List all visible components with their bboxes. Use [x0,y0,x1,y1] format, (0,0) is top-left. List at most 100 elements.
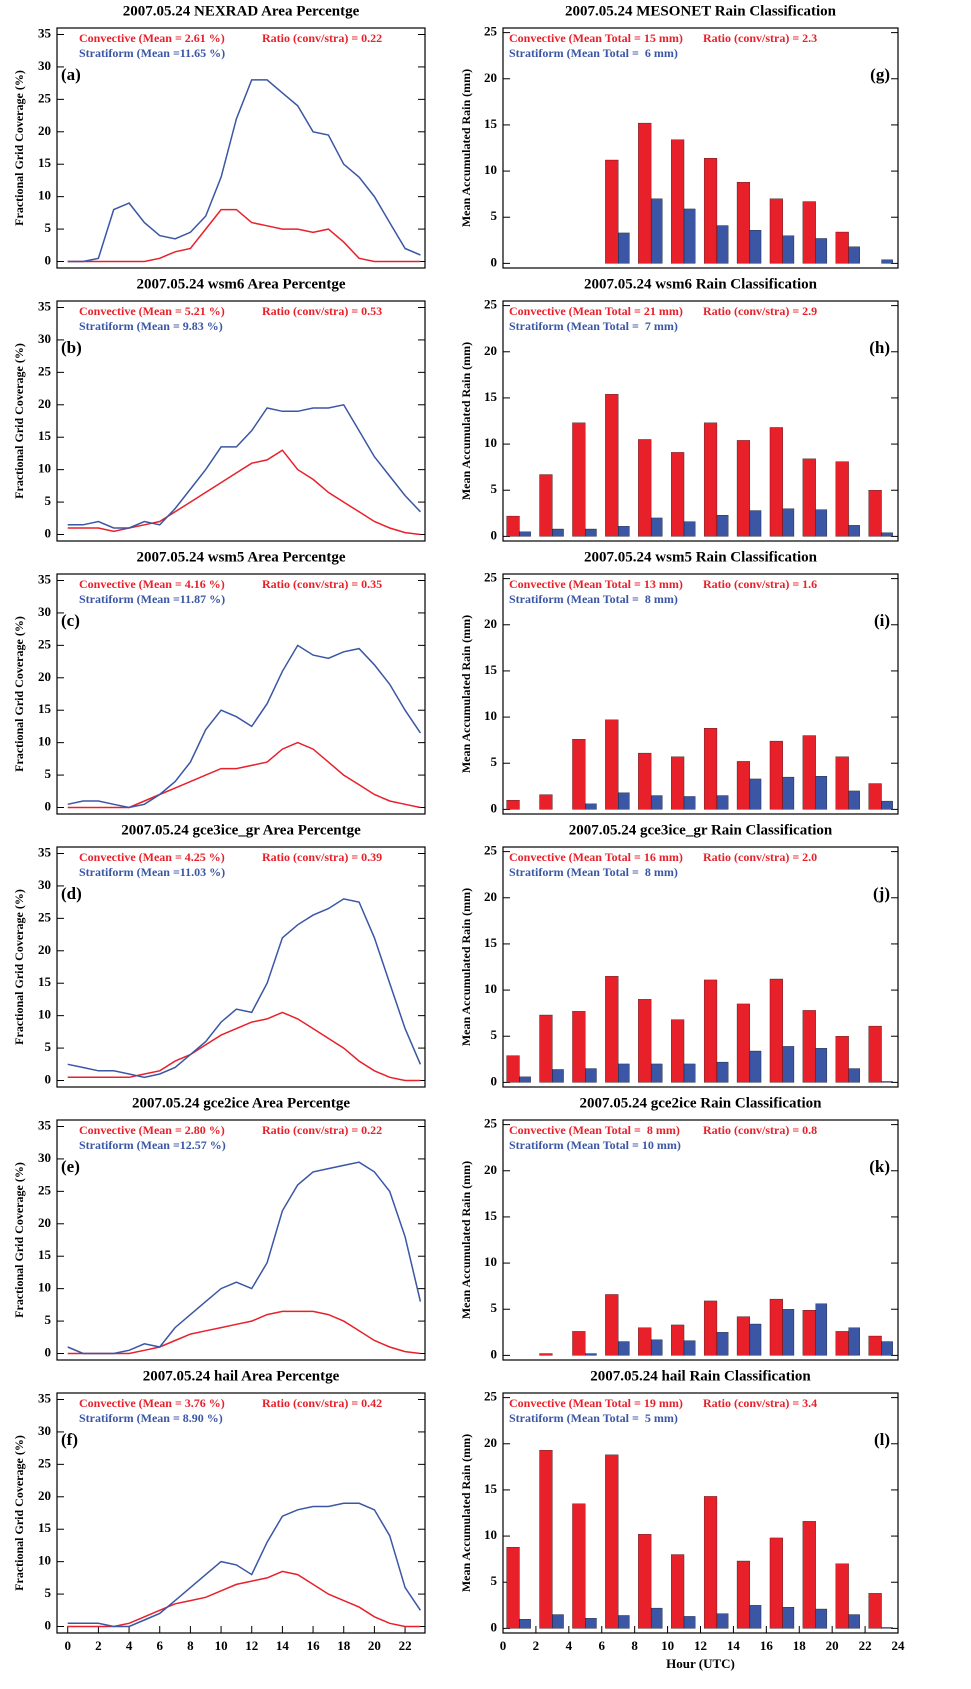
bar [835,756,849,810]
bar [848,1614,860,1629]
y-tick-label: 5 [491,754,498,769]
bar [605,719,619,810]
y-tick-label: 25 [484,1116,498,1131]
bar [539,794,553,810]
legend-convective: Convective (Mean = 3.76 %) [79,1396,225,1410]
bar [881,1081,893,1083]
y-axis-label: Fractional Grid Coverage (%) [12,889,26,1045]
y-tick-label: 25 [38,636,52,651]
bar [572,1011,586,1083]
bar [848,1068,860,1083]
x-tick-label: 18 [793,1638,807,1653]
y-tick-label: 15 [484,1208,498,1223]
legend-stratiform: Stratiform (Mean Total = 10 mm) [509,1138,681,1152]
y-tick-label: 0 [45,1071,52,1086]
x-tick-label: 20 [368,1638,381,1653]
bar [736,182,751,264]
bar [671,756,685,810]
bar [736,1560,751,1629]
x-tick-label: 16 [760,1638,774,1653]
line [67,208,421,263]
bar [638,752,652,810]
y-axis-label: Mean Accumulated Rain (mm) [459,1161,473,1319]
bar [552,528,564,537]
bar [835,231,849,264]
bar [519,1619,531,1629]
bar [815,1608,828,1629]
bar [848,790,860,810]
y-tick-label: 5 [45,1039,52,1054]
panel-title: 2007.05.24 hail Rain Classification [590,1368,811,1384]
bar [868,783,882,810]
bar [506,800,520,810]
x-tick-label: 14 [276,1638,290,1653]
y-tick-label: 10 [38,461,51,476]
x-tick-label: 2 [533,1638,540,1653]
bar [769,978,783,1083]
bar [519,1076,531,1083]
legend-convective: Convective (Mean Total = 21 mm) [509,304,683,318]
panel-title: 2007.05.24 wsm6 Rain Classification [584,276,818,292]
line [67,1570,421,1628]
y-tick-label: 25 [38,909,52,924]
bar [802,201,816,264]
bar [539,1353,553,1356]
bar [716,225,729,264]
bar [736,1003,751,1083]
y-tick-label: 10 [38,1553,51,1568]
x-tick-label: 10 [661,1638,674,1653]
y-axis-label: Mean Accumulated Rain (mm) [459,342,473,500]
bar [605,1454,619,1629]
panel-title: 2007.05.24 gce3ice_gr Area Percentge [121,822,361,838]
panel-title: 2007.05.24 gce2ice Area Percentge [132,1095,350,1111]
panel-label: (h) [869,338,890,357]
y-tick-label: 25 [484,570,498,585]
bar [650,1339,663,1356]
bar [683,521,696,537]
x-tick-label: 6 [599,1638,606,1653]
bar [638,1534,652,1629]
bar [802,735,816,810]
bar [506,1547,520,1629]
line [67,79,421,263]
y-tick-label: 15 [484,389,498,404]
bar [585,803,597,810]
y-tick-label: 5 [491,208,498,223]
bar [703,728,718,810]
y-tick-label: 0 [45,798,52,813]
bar [802,1310,816,1356]
panel-label: (b) [61,338,82,357]
bar [683,1340,696,1356]
bar [815,1048,828,1083]
bar [552,1069,564,1083]
y-tick-label: 10 [38,734,51,749]
y-tick-label: 0 [491,1346,498,1361]
legend-convective: Convective (Mean Total = 8 mm) [509,1123,680,1137]
legend-ratio: Ratio (conv/stra) = 1.6 [703,577,817,591]
bar [683,208,696,264]
plot-frame [502,573,899,815]
plot-frame [502,27,899,269]
bar [848,525,860,537]
plot-frame [502,1119,899,1361]
plot-frame [502,846,899,1088]
y-tick-label: 5 [45,1585,52,1600]
y-tick-label: 35 [38,25,52,40]
bar [638,439,652,537]
legend-ratio: Ratio (conv/stra) = 0.53 [262,304,382,318]
panel-label: (c) [61,611,80,630]
bar [671,1554,685,1629]
y-tick-label: 20 [484,1162,497,1177]
bar [716,1332,729,1356]
x-tick-label: 12 [245,1638,258,1653]
y-tick-label: 15 [38,701,52,716]
y-tick-label: 5 [491,1573,498,1588]
y-tick-label: 15 [38,1520,52,1535]
x-tick-label: 24 [892,1638,906,1653]
bar [749,1323,762,1356]
legend-ratio: Ratio (conv/stra) = 0.22 [262,31,382,45]
bar [671,1019,685,1083]
bar [835,1331,849,1356]
bar [605,394,619,537]
